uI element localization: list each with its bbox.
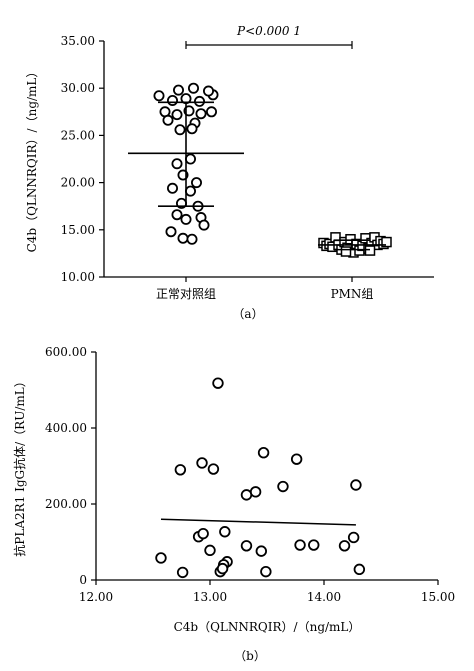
panel-a-point-pmn bbox=[381, 236, 392, 248]
panel-a-y-tick-label: 35.00 bbox=[61, 34, 95, 48]
panel-a-point-control bbox=[172, 84, 184, 96]
panel-b-point bbox=[219, 526, 231, 538]
panel-a-point-control bbox=[187, 82, 199, 94]
panel-a-caption: （a） bbox=[232, 307, 263, 321]
panel-a-point-control bbox=[180, 213, 192, 225]
panel-b-point bbox=[204, 544, 216, 557]
panel-b-point bbox=[350, 479, 362, 491]
panel-b-point bbox=[207, 463, 220, 475]
panel-b-point bbox=[196, 457, 208, 469]
panel-a-y-tick-label: 15.00 bbox=[61, 223, 95, 237]
panel-b-x-tick-label: 12.00 bbox=[79, 590, 113, 604]
panel-a-point-control bbox=[166, 94, 178, 106]
panel-b: 0 200.00 400.00 600.00 12.00 13.00 14.00 15.00… bbox=[12, 345, 455, 663]
panel-a-point-control bbox=[186, 233, 198, 245]
panel-b-point bbox=[308, 539, 320, 551]
panel-b-point bbox=[249, 486, 262, 498]
panel-b-point bbox=[353, 563, 366, 576]
panel-a-point-control bbox=[174, 124, 186, 136]
panel-a-y-tick-label: 10.00 bbox=[61, 270, 95, 284]
panel-b-point bbox=[290, 453, 303, 465]
panel-b-point bbox=[338, 540, 351, 552]
panel-a-point-control bbox=[184, 185, 196, 197]
panel-b-caption: （b） bbox=[234, 649, 266, 663]
panel-b-point bbox=[257, 447, 270, 459]
panel-b-x-ticks: 12.00 13.00 14.00 15.00 bbox=[79, 580, 455, 604]
panel-a-point-control bbox=[177, 232, 189, 244]
panel-a-point-control bbox=[186, 123, 198, 135]
panel-a-points bbox=[153, 82, 392, 258]
panel-b-point bbox=[155, 552, 167, 564]
panel-a-point-control bbox=[190, 177, 202, 189]
panel-b-point bbox=[277, 480, 289, 493]
panel-b-x-axis-label: C4b（QLNNRQIR）/（ng/mL） bbox=[174, 620, 361, 634]
panel-b-y-ticks: 0 200.00 400.00 600.00 bbox=[45, 345, 96, 587]
panel-a: 10.00 15.00 20.00 25.00 30.00 35.00 正常对照组 PMN组… bbox=[25, 24, 434, 321]
panel-a-point-control bbox=[153, 90, 165, 102]
panel-b-points bbox=[155, 377, 366, 579]
panel-a-category-label: 正常对照组 bbox=[156, 287, 216, 301]
panel-a-point-pmn bbox=[364, 245, 376, 256]
panel-a-point-control bbox=[162, 114, 174, 126]
panel-b-x-tick-label: 14.00 bbox=[307, 590, 341, 604]
panel-a-point-pmn bbox=[340, 246, 352, 257]
panel-a-point-control bbox=[198, 219, 210, 231]
panel-a-x-ticks: 正常对照组 PMN组 bbox=[156, 277, 373, 301]
panel-b-point bbox=[347, 531, 360, 544]
panel-a-significance-bracket: P<0.000 1 bbox=[185, 24, 353, 49]
panel-b-point bbox=[294, 539, 306, 551]
panel-b-point bbox=[197, 527, 209, 540]
panel-b-point bbox=[260, 565, 272, 578]
panel-b-point bbox=[240, 489, 253, 501]
panel-a-point-control bbox=[193, 95, 205, 107]
panel-a-y-tick-label: 20.00 bbox=[61, 176, 95, 190]
panel-a-point-control bbox=[171, 109, 183, 121]
panel-a-y-ticks: 10.00 15.00 20.00 25.00 30.00 35.00 bbox=[61, 34, 104, 284]
panel-b-y-axis-label: 抗PLA2R1 IgG抗体/（RU/mL） bbox=[12, 375, 27, 556]
panel-a-y-axis-label: C4b（QLNNRQIR）/（ng/mL） bbox=[25, 66, 39, 253]
panel-b-y-tick-label: 0 bbox=[79, 573, 87, 587]
panel-a-point-control bbox=[165, 226, 177, 238]
panel-b-fit-line bbox=[160, 518, 356, 526]
panel-b-point bbox=[174, 464, 187, 476]
panel-a-point-control bbox=[171, 209, 183, 221]
panel-b-y-tick-label: 200.00 bbox=[45, 497, 87, 511]
panel-a-category-label: PMN组 bbox=[331, 287, 374, 301]
panel-a-point-control bbox=[202, 85, 214, 97]
panel-a-point-control bbox=[195, 108, 207, 120]
panel-b-point bbox=[212, 377, 224, 389]
panel-b-point bbox=[216, 562, 229, 575]
panel-a-point-control bbox=[184, 153, 196, 165]
panel-a-y-tick-label: 30.00 bbox=[61, 81, 95, 95]
panel-b-point bbox=[176, 566, 189, 579]
panel-b-x-tick-label: 13.00 bbox=[193, 590, 227, 604]
panel-a-point-control bbox=[166, 182, 178, 194]
p-value-annotation: P<0.000 1 bbox=[236, 24, 301, 38]
panel-a-point-control bbox=[171, 158, 183, 170]
panel-b-x-tick-label: 15.00 bbox=[421, 590, 455, 604]
panel-a-mean-sd-bars bbox=[128, 101, 386, 251]
panel-b-point bbox=[255, 545, 268, 557]
panel-a-y-tick-label: 25.00 bbox=[61, 128, 95, 142]
panel-b-point bbox=[240, 540, 253, 552]
panel-b-y-tick-label: 400.00 bbox=[45, 421, 87, 435]
panel-a-point-control bbox=[205, 106, 217, 118]
panel-b-y-tick-label: 600.00 bbox=[45, 345, 87, 359]
